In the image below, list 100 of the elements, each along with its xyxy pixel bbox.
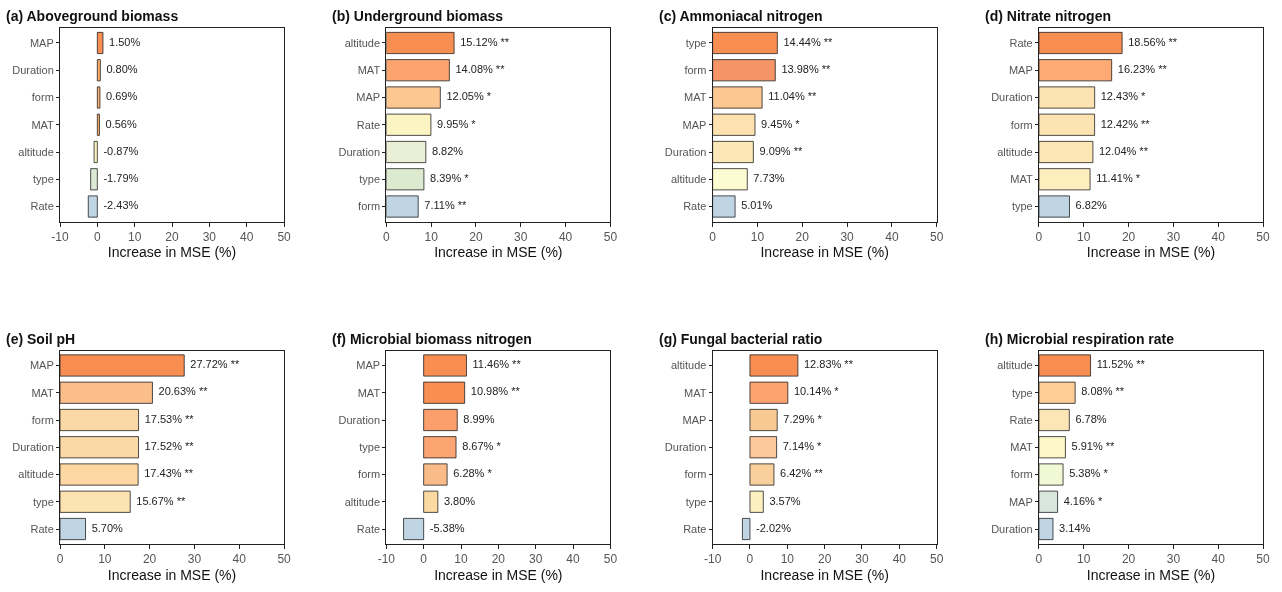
y-tick-label: type xyxy=(685,495,707,508)
data-label: 17.52% ** xyxy=(138,440,195,452)
x-tick-label: 0 xyxy=(56,552,64,567)
y-tick-label: MAT xyxy=(357,386,381,399)
y-tick-label: altitude xyxy=(344,495,381,508)
data-label: 12.42% ** xyxy=(1094,117,1151,130)
data-label: 5.91% ** xyxy=(1065,440,1116,452)
chart-title: (g) Fungal bacterial ratio xyxy=(659,331,823,347)
x-tick-label: 0 xyxy=(94,229,101,244)
data-label: 11.46% ** xyxy=(466,358,522,371)
y-tick-label: altitude xyxy=(18,468,54,481)
x-tick-label: 20 xyxy=(142,552,157,567)
data-label: 7.14% * xyxy=(776,440,822,452)
y-tick-label: type xyxy=(359,441,381,454)
data-label: 3.57% xyxy=(763,494,801,507)
y-tick-label: Duration xyxy=(991,91,1033,104)
x-tick-label: 10 xyxy=(780,552,795,567)
x-tick-label: 20 xyxy=(1121,229,1136,244)
data-label: 9.45% * xyxy=(754,117,801,130)
bar xyxy=(423,354,467,377)
data-label: 0.69% xyxy=(99,90,138,103)
y-tick-label: MAP xyxy=(29,359,54,372)
x-tick-label: 40 xyxy=(240,229,254,244)
x-tick-label: 20 xyxy=(165,229,180,244)
y-tick-label: MAT xyxy=(1010,441,1034,454)
data-label: 7.29% * xyxy=(777,412,823,425)
y-tick-label: MAP xyxy=(356,91,381,104)
y-tick-label: type xyxy=(1011,386,1033,399)
y-tick-label: form xyxy=(684,468,707,481)
x-tick-label: 30 xyxy=(529,552,543,567)
x-tick-label: 10 xyxy=(454,552,468,567)
data-label: 17.53% ** xyxy=(138,412,195,425)
data-label: 12.83% ** xyxy=(797,358,854,371)
data-label: 15.12% ** xyxy=(454,35,510,48)
y-tick-label: Rate xyxy=(356,522,381,535)
x-tick-label: 30 xyxy=(514,229,528,244)
data-label: 6.28% * xyxy=(447,467,493,480)
y-tick-label: MAT xyxy=(1010,173,1034,186)
data-label: 12.05% * xyxy=(440,90,492,103)
y-tick-label: Rate xyxy=(1009,413,1033,426)
data-label: 9.95% * xyxy=(430,117,477,130)
y-tick-label: MAP xyxy=(682,118,707,131)
x-tick-label: 50 xyxy=(603,229,618,244)
data-label: 6.42% ** xyxy=(773,467,824,480)
y-tick-label: altitude xyxy=(997,145,1033,158)
x-tick-label: 30 xyxy=(840,229,855,244)
data-label: 10.14% * xyxy=(787,385,840,398)
x-tick-label: 20 xyxy=(469,229,483,244)
x-tick-label: 50 xyxy=(930,552,944,567)
x-tick-label: 10 xyxy=(1077,552,1091,567)
x-tick-label: 20 xyxy=(795,229,810,244)
y-tick-label: type xyxy=(359,173,381,186)
y-tick-label: MAT xyxy=(684,91,707,104)
data-label: 16.23% ** xyxy=(1111,62,1168,75)
y-tick-label: MAT xyxy=(31,118,55,131)
data-label: 9.09% ** xyxy=(753,144,803,157)
y-tick-label: Duration xyxy=(12,441,54,454)
data-label: 6.82% xyxy=(1069,199,1108,212)
y-tick-label: form xyxy=(358,200,381,213)
y-tick-label: altitude xyxy=(670,173,707,186)
data-label: 14.08% ** xyxy=(449,62,506,75)
chart-title: (f) Microbial biomass nitrogen xyxy=(332,331,532,347)
y-tick-label: form xyxy=(31,413,54,426)
y-tick-label: MAP xyxy=(1008,495,1033,508)
bar xyxy=(742,517,751,541)
data-label: 5.38% * xyxy=(1063,467,1109,480)
y-tick-label: MAP xyxy=(356,359,381,372)
chart-title: (e) Soil pH xyxy=(6,331,76,347)
data-label: 7.11% ** xyxy=(418,199,467,212)
bar xyxy=(423,381,466,404)
x-tick-label: 10 xyxy=(424,229,439,244)
x-tick-label: 10 xyxy=(128,229,142,244)
x-tick-label: 40 xyxy=(566,552,581,567)
y-tick-label: type xyxy=(33,173,54,186)
y-tick-label: MAP xyxy=(1008,64,1033,77)
y-tick-label: form xyxy=(358,468,381,481)
x-tick-label: 30 xyxy=(1166,229,1181,244)
x-tick-label: 40 xyxy=(1211,552,1226,567)
data-label: 8.99% xyxy=(457,412,495,425)
bar xyxy=(749,436,778,459)
x-tick-label: 20 xyxy=(1121,552,1136,567)
chart-title: (a) Aboveground biomass xyxy=(6,8,179,24)
y-tick-label: form xyxy=(31,91,54,104)
bar xyxy=(423,490,439,513)
y-tick-label: form xyxy=(684,64,707,77)
chart-title: (b) Underground biomass xyxy=(332,8,504,24)
y-tick-label: altitude xyxy=(670,359,707,372)
x-tick-label: 30 xyxy=(855,552,869,567)
data-label: 11.04% ** xyxy=(762,90,818,103)
data-label: 8.39% * xyxy=(423,172,470,185)
data-label: 4.16% * xyxy=(1057,494,1103,507)
bar xyxy=(423,436,457,459)
y-tick-label: form xyxy=(1010,118,1033,131)
y-tick-label: MAT xyxy=(357,64,381,77)
data-label: 14.44% ** xyxy=(777,35,834,48)
y-tick-label: altitude xyxy=(344,36,381,49)
y-tick-label: Duration xyxy=(12,64,54,77)
x-tick-label: 50 xyxy=(277,552,292,567)
data-label: -5.38% xyxy=(423,521,465,534)
x-tick-label: 40 xyxy=(885,229,899,244)
